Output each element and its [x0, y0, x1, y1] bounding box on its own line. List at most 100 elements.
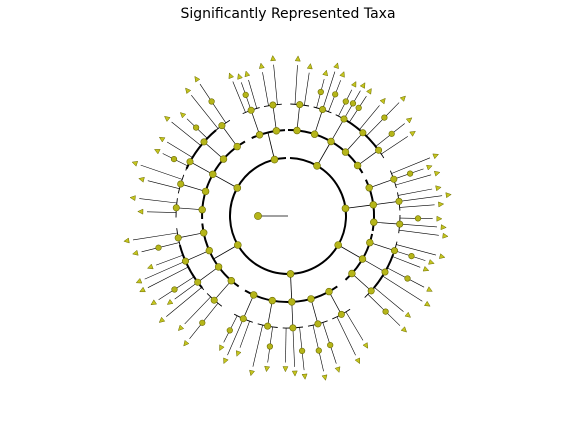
clade-node [233, 184, 242, 192]
leaf-tip [359, 82, 366, 89]
genus-node [193, 124, 200, 131]
subclade-branch [314, 109, 323, 135]
leaf-branch [399, 229, 439, 236]
genus-node [171, 286, 178, 293]
leaf-branch [399, 223, 438, 228]
family-node [337, 310, 345, 318]
subclade-node [353, 161, 362, 170]
subclade-branch [310, 298, 319, 324]
clade-branch [338, 244, 363, 260]
genus-node [388, 130, 395, 137]
genus-node [355, 104, 362, 111]
clade-branch [213, 244, 238, 260]
leaf-branch [398, 188, 433, 196]
leaf-branch [395, 174, 432, 186]
genus-node [242, 91, 249, 98]
leaf-branch [132, 232, 178, 241]
leaf-tip [131, 160, 139, 167]
family-node [218, 122, 226, 130]
genus-node [332, 91, 339, 98]
subclade-branch [242, 294, 255, 319]
root-node [254, 212, 262, 220]
leaf-tip [445, 192, 452, 199]
leaf-branch [381, 136, 408, 155]
clade-node [286, 270, 295, 278]
figure-title: Significantly Represented Taxa [180, 6, 396, 22]
outer-bold-arc [185, 129, 217, 170]
leaf-tip [409, 130, 416, 137]
subclade-branch [369, 178, 394, 189]
leaf-branch [392, 256, 421, 268]
leaf-branch [147, 180, 180, 189]
leaf-tip [321, 374, 328, 381]
leaf-tip [333, 62, 339, 69]
leaf-tip [138, 176, 145, 183]
leaf-tip [228, 72, 235, 80]
subclade-node [209, 170, 217, 179]
subclade-node [365, 184, 373, 192]
genus-node [208, 98, 215, 105]
family-node [174, 234, 182, 242]
leaf-tip [179, 112, 187, 119]
leaf-branch [239, 321, 250, 348]
subclade-branch [178, 232, 204, 239]
family-node [395, 197, 403, 205]
subclade-node [348, 269, 356, 278]
genus-node [382, 308, 389, 315]
leaf-branch [399, 204, 435, 208]
genus-node [381, 114, 388, 121]
subclade-branch [176, 207, 203, 211]
subclade-node [307, 295, 315, 303]
leaf-tip [436, 215, 443, 222]
clade-arc [251, 129, 286, 140]
leaf-tip [442, 232, 449, 239]
family-node [289, 324, 297, 332]
clade-branch [267, 132, 275, 160]
family-node [239, 315, 247, 323]
leaf-branch [139, 198, 177, 204]
genus-node [170, 156, 178, 163]
leaf-tip [362, 342, 369, 349]
leaf-tip [129, 195, 136, 202]
family-node [390, 247, 398, 255]
leaf-tip [426, 164, 433, 171]
leaf-tip [258, 62, 265, 69]
subclade-node [369, 201, 377, 209]
family-node [210, 296, 218, 304]
subclade-branch [373, 221, 400, 225]
subclade-node [268, 296, 276, 305]
genus-node [414, 215, 422, 222]
subclade-node [325, 287, 333, 296]
leaf-tip [422, 265, 430, 272]
leaf-tip [153, 149, 161, 155]
subclade-branch [291, 301, 294, 328]
subclade-node [310, 130, 319, 138]
leaf-tip [405, 117, 413, 124]
genus-node [327, 342, 334, 349]
clade-node [334, 241, 343, 249]
leaf-tip [237, 73, 243, 80]
subclade-branch [373, 201, 400, 206]
subclade-branch [296, 104, 301, 131]
subclade-node [233, 142, 241, 151]
outer-bold-arc [178, 244, 203, 289]
leaf-branch [155, 254, 184, 266]
genus-node [226, 327, 233, 334]
leaf-tip [137, 208, 144, 215]
leaf-tip [339, 71, 345, 78]
leaf-tip [306, 63, 313, 70]
family-node [340, 115, 348, 123]
leaf-tip [219, 344, 225, 352]
leaf-tip [282, 366, 289, 373]
genus-node [407, 170, 414, 177]
genus-node [342, 98, 349, 105]
leaf-tip [366, 88, 372, 95]
leaf-tip [150, 299, 158, 306]
leaf-branch [292, 327, 295, 367]
leaf-branch [396, 244, 437, 256]
subclade-branch [267, 300, 273, 327]
subclade-branch [221, 125, 238, 147]
subclade-branch [362, 258, 386, 273]
leaf-tip [158, 136, 166, 143]
